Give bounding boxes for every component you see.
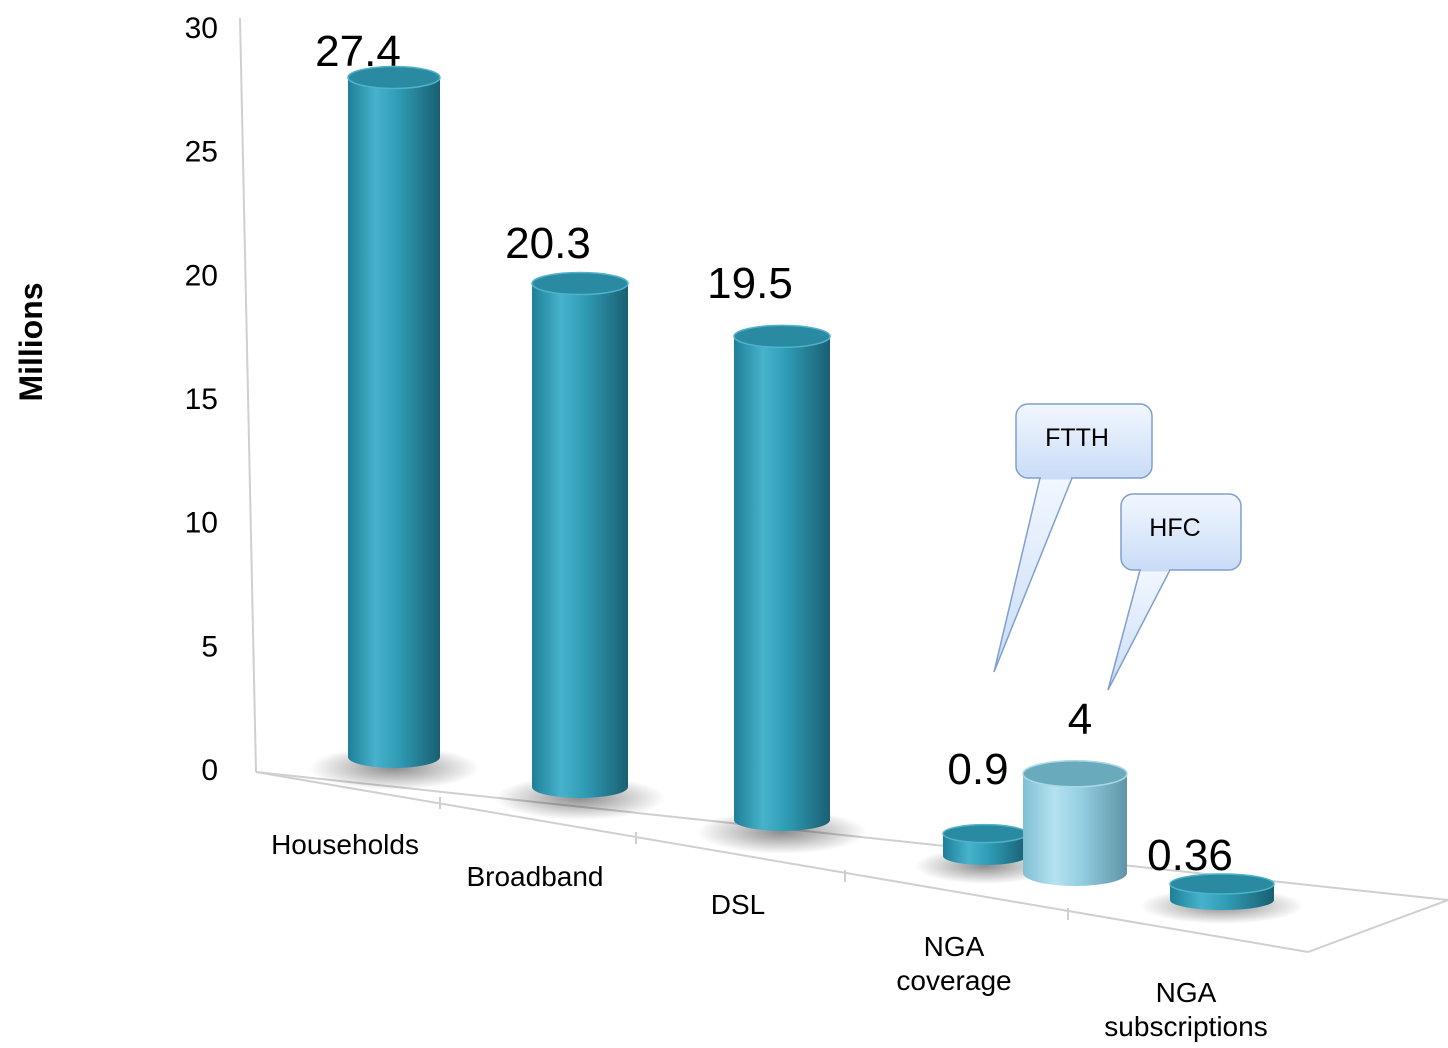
bar-body [348,77,440,769]
bar-top [1022,760,1128,788]
bar-5 [1169,873,1275,910]
bar-top [942,823,1028,844]
callout-pointer [993,477,1074,673]
bar-2 [733,324,831,831]
y-tick-label: 20 [185,259,218,292]
callout-box [1120,493,1242,571]
y-tick-label: 0 [201,754,218,787]
bar-3 [942,823,1028,865]
callout-box [1015,403,1153,479]
y-tick-label: 25 [185,136,218,169]
bar-1 [531,271,629,798]
value-label: 19.5 [707,259,793,308]
category-labels: Households Broadband DSL NGA coverage NGA subs… [271,829,1268,1042]
bar-top [347,65,441,90]
y-tick-label: 5 [201,630,218,663]
x-axis-ticks [439,797,1069,920]
y-tick-label: 30 [185,12,218,45]
value-label: 0.36 [1147,831,1233,880]
category-label: Households [271,829,419,860]
callout-pointer [1107,569,1172,691]
callout-ftth: FTTH [993,403,1153,673]
bar-top [733,324,831,349]
bar-top [531,271,629,296]
y-axis-label: Millions [13,282,49,401]
callout-text: FTTH [1045,424,1109,452]
category-label: NGA subscriptions [1104,977,1267,1042]
category-label: DSL [711,889,765,920]
bar-0 [347,65,441,769]
value-label: 4 [1068,695,1092,744]
category-label: Broadband [466,861,603,892]
bars-layer [309,65,1304,924]
bar-body [1023,773,1127,886]
value-label: 27.4 [315,27,401,76]
callout-text: HFC [1149,514,1200,542]
y-tick-label: 15 [185,383,218,416]
bar-body [734,336,830,831]
y-tick-label: 10 [185,507,218,540]
value-labels: 27.4 20.3 19.5 0.9 4 0.36 [315,27,1233,880]
bar-body [532,283,628,798]
category-label: NGA coverage [896,931,1011,996]
bar-4 [1022,760,1128,886]
callout-hfc: HFC [1107,493,1242,691]
callouts-layer: FTTH HFC [993,403,1242,691]
value-label: 20.3 [505,219,591,268]
value-label: 0.9 [947,745,1008,794]
y-axis-ticks: 0 5 10 15 20 25 30 [185,12,218,787]
bar-top [1169,873,1275,895]
